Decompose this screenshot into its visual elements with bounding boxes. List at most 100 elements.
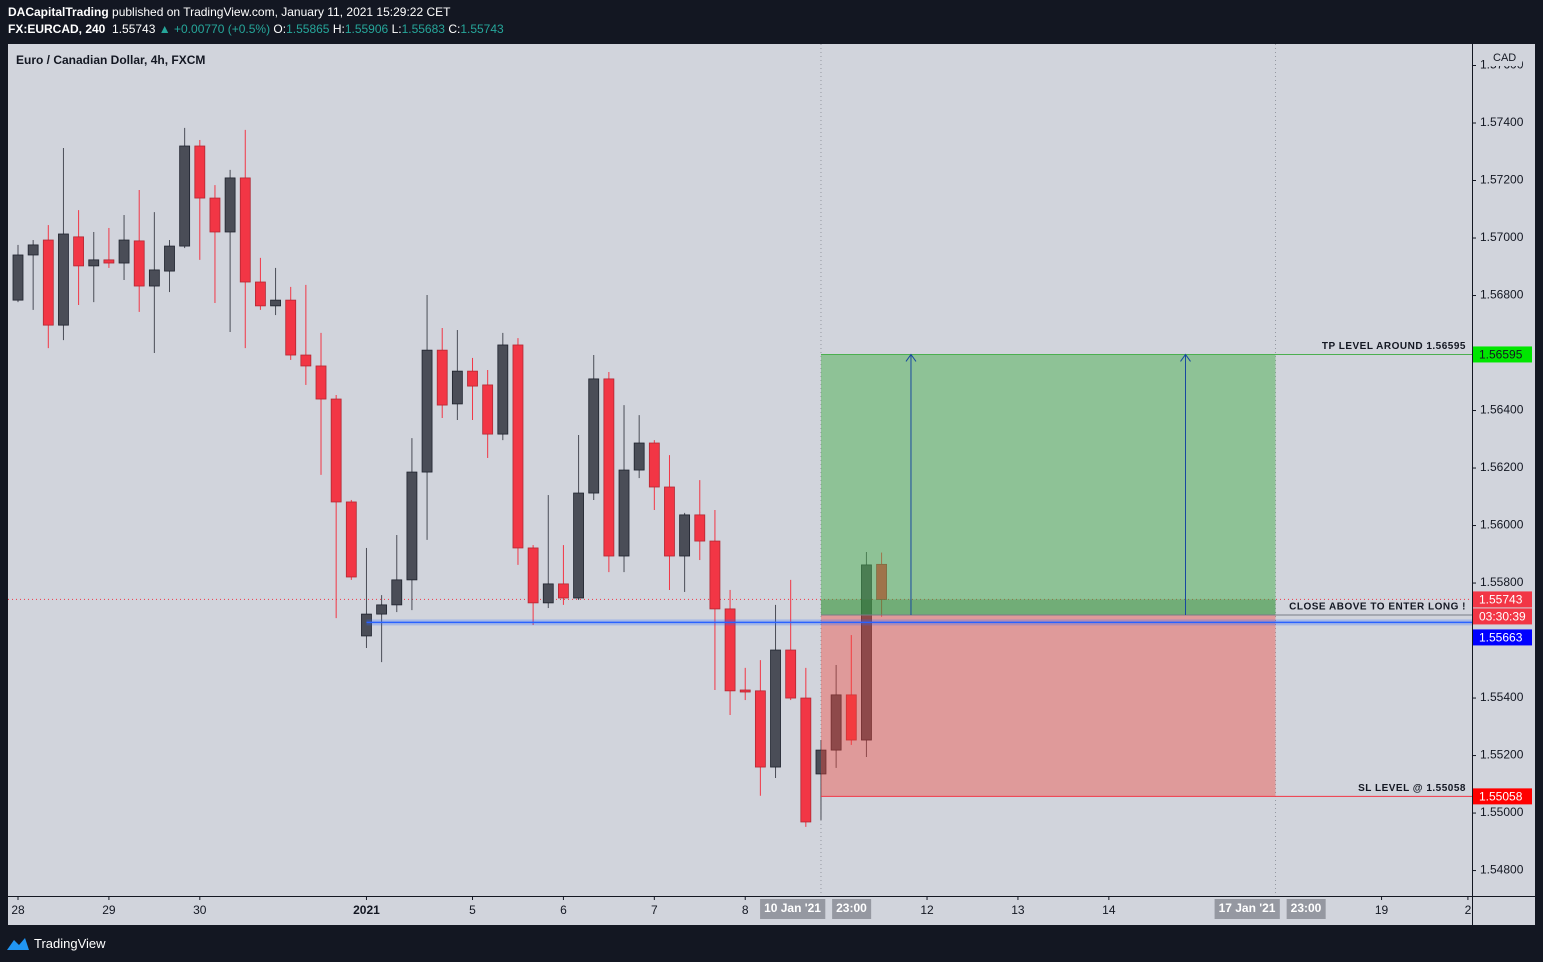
candle-body: [376, 604, 388, 615]
candle-body: [406, 471, 418, 581]
chart-title: Euro / Canadian Dollar, 4h, FXCM: [16, 53, 205, 67]
candle-body: [800, 697, 812, 823]
candle-body: [209, 197, 221, 233]
x-tick-label: 7: [651, 903, 658, 917]
candle-body: [785, 649, 797, 699]
candle-body: [270, 299, 281, 307]
header: DACapitalTrading published on TradingVie…: [0, 0, 1543, 44]
x-tick-label: 2: [1465, 903, 1472, 917]
chart-bg: [8, 44, 1535, 925]
candle-body: [103, 259, 115, 264]
candle-body: [633, 442, 645, 471]
profit-zone: [820, 354, 1276, 615]
candle-body: [739, 689, 751, 693]
candle-body: [361, 613, 372, 637]
candle-body: [679, 514, 691, 557]
arrow: ▲: [158, 22, 171, 36]
y-tick-label: 1.56800: [1480, 288, 1524, 302]
candle-body: [300, 354, 312, 367]
countdown-label-bg: [1473, 608, 1532, 625]
candle-body: [179, 145, 191, 247]
candle-body: [618, 469, 630, 557]
arrow-head: [1180, 353, 1191, 362]
x-tick-label: 12: [920, 903, 934, 917]
candle-body: [770, 649, 781, 768]
x-marker: 23:00: [836, 901, 867, 915]
x-marker-bg: [760, 899, 826, 919]
currency-bg: [1488, 50, 1522, 66]
x-tick-label: 19: [1375, 903, 1389, 917]
l: L:: [391, 22, 402, 36]
candle-body: [42, 239, 54, 326]
y-tick-label: 1.55200: [1480, 748, 1524, 762]
candle-body: [148, 269, 160, 287]
x-tick-label: 8: [742, 903, 749, 917]
candle-body: [573, 492, 584, 599]
stop-label: 1.55058: [1479, 790, 1523, 804]
candle-body: [815, 749, 827, 775]
candle-body: [558, 583, 569, 599]
open-profit: [820, 599, 1276, 615]
candle-body: [754, 690, 766, 768]
candle-body: [603, 378, 615, 557]
note: SL LEVEL @ 1.55058: [1358, 783, 1466, 794]
logo: [7, 938, 29, 950]
y-tick-label: 1.56000: [1480, 518, 1524, 532]
x-marker-bg: [1214, 899, 1280, 919]
c-v: 1.55743: [460, 22, 504, 36]
c: C:: [448, 22, 461, 36]
x-tick-label: 29: [102, 903, 116, 917]
target-label: 1.56595: [1479, 348, 1523, 362]
candle-body: [542, 583, 554, 604]
x-tick-label: 13: [1011, 903, 1025, 917]
stop-label-bg: [1473, 788, 1532, 805]
o: O:: [273, 22, 287, 36]
y-tick-label: 1.55400: [1480, 690, 1524, 704]
note: TP LEVEL AROUND 1.56595: [1322, 341, 1466, 352]
candle-body: [315, 365, 327, 400]
alert-label-bg: [1473, 629, 1532, 646]
candle-body: [118, 239, 130, 264]
candle-body: [73, 236, 85, 267]
o-v: 1.55865: [286, 22, 330, 36]
candle-body: [255, 281, 266, 307]
y-tick-label: 1.56200: [1480, 460, 1524, 474]
target-label-bg: [1473, 346, 1532, 363]
candle-body: [88, 259, 100, 267]
candle-body: [285, 299, 297, 356]
countdown-label: 03:30:39: [1479, 610, 1526, 624]
x-marker-bg: [1286, 899, 1326, 919]
candle-body: [588, 378, 600, 494]
candle-body: [512, 344, 524, 549]
arrow-head: [905, 353, 917, 362]
x-marker: 10 Jan '21: [764, 901, 821, 915]
alert-label: 1.55663: [1479, 631, 1523, 645]
currency: CAD: [1493, 52, 1516, 64]
y-tick-label: 1.56400: [1480, 403, 1524, 417]
change: +0.00770 (+0.5%): [174, 22, 271, 36]
loss-zone: [820, 614, 1276, 797]
candle-body: [239, 177, 251, 283]
candle-body: [830, 694, 842, 751]
y-tick-label: 1.55000: [1480, 805, 1524, 819]
candle-body: [482, 384, 494, 435]
candle-body: [648, 442, 660, 488]
published: published on TradingView.com, January 11…: [112, 5, 451, 19]
candle-body: [27, 244, 39, 256]
candle-body: [330, 398, 342, 503]
candle-body: [58, 233, 69, 326]
h-v: 1.55906: [344, 22, 389, 36]
candle-body: [391, 579, 403, 606]
candle-body: [527, 547, 539, 604]
candle-body: [12, 254, 24, 301]
publish-line: DACapitalTrading published on TradingVie…: [8, 5, 450, 19]
candle-body: [497, 344, 509, 435]
x-tick-label: 30: [193, 903, 207, 917]
candle-body: [421, 349, 433, 473]
y-tick-label: 1.57200: [1480, 173, 1524, 187]
candle-body: [345, 501, 357, 578]
last: 1.55743: [112, 22, 156, 36]
x-marker: 23:00: [1291, 901, 1322, 915]
x-tick-label: 5: [469, 903, 476, 917]
